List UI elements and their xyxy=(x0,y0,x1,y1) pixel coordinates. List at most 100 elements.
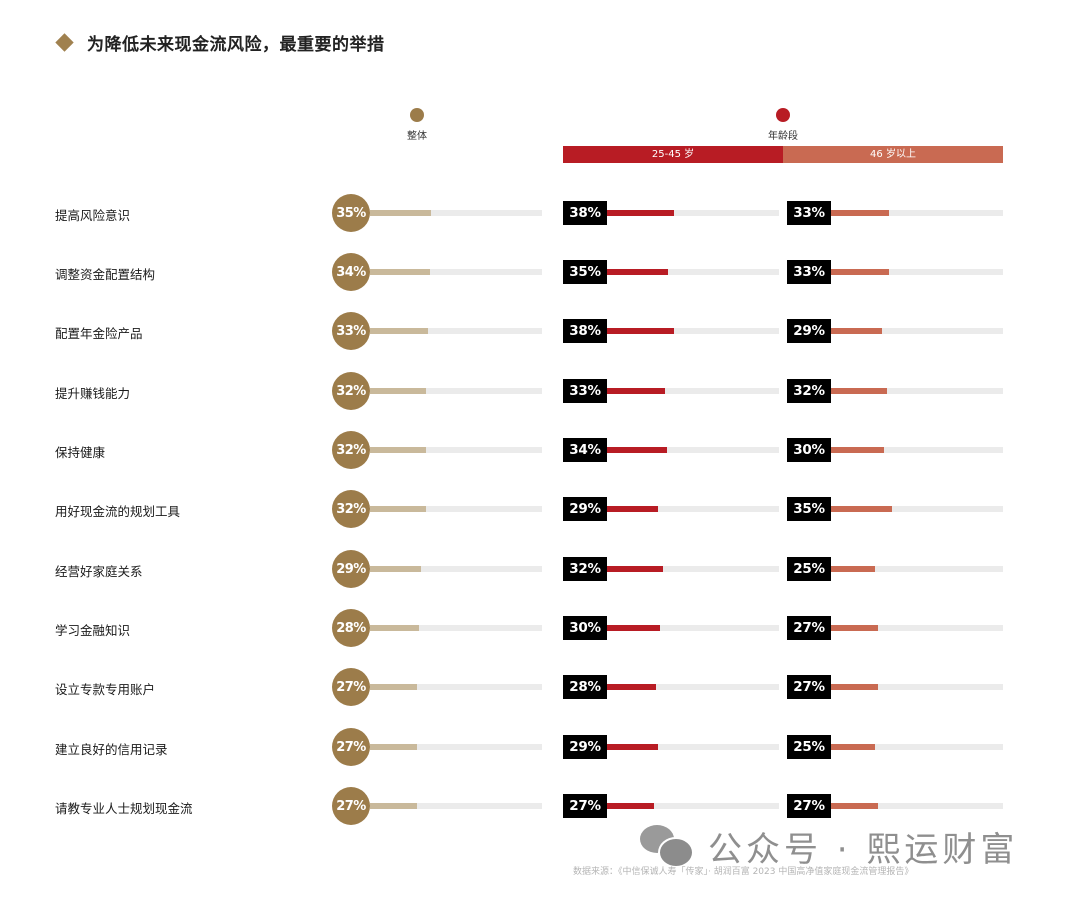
age-46-plus-bar xyxy=(831,684,879,690)
overall-value-badge: 34% xyxy=(332,253,370,291)
age-46-plus-track xyxy=(831,803,1003,809)
overall-value-badge: 35% xyxy=(332,194,370,232)
age-25-45-value-badge: 38% xyxy=(563,319,607,343)
age-25-45-bar xyxy=(607,744,658,750)
age-46-plus-track xyxy=(831,625,1003,631)
overall-track xyxy=(370,803,542,809)
overall-bar xyxy=(370,566,421,572)
overall-value-badge: 27% xyxy=(332,668,370,706)
age-25-45-bar xyxy=(607,803,655,809)
row-label: 配置年金险产品 xyxy=(55,326,143,341)
age-25-45-value-badge: 34% xyxy=(563,438,607,462)
data-source-note: 数据来源：《中信保诚人寿「传家」· 胡润百富 2023 中国高净值家庭现金流管理… xyxy=(573,867,914,877)
overall-bar xyxy=(370,506,426,512)
overall-value-badge: 27% xyxy=(332,728,370,766)
age-46-plus-value-badge: 33% xyxy=(787,201,831,225)
age-46-plus-value-badge: 29% xyxy=(787,319,831,343)
age-25-45-track xyxy=(607,566,779,572)
age-46-plus-bar xyxy=(831,803,879,809)
age-46-plus-track xyxy=(831,210,1003,216)
age-46-plus-bar xyxy=(831,388,887,394)
age-46-plus-bar xyxy=(831,566,875,572)
overall-bar xyxy=(370,210,432,216)
age-25-45-bar xyxy=(607,447,667,453)
overall-value-badge: 32% xyxy=(332,490,370,528)
overall-track xyxy=(370,684,542,690)
chart-row: 用好现金流的规划工具 32% 29% 35% xyxy=(0,489,1080,529)
age-46-plus-value-badge: 27% xyxy=(787,675,831,699)
chart-row: 提升赚钱能力 32% 33% 32% xyxy=(0,371,1080,411)
age-25-45-value-badge: 27% xyxy=(563,794,607,818)
legend-overall-dot-icon xyxy=(410,108,424,122)
chart-row: 保持健康 32% 34% 30% xyxy=(0,430,1080,470)
overall-value-badge: 33% xyxy=(332,312,370,350)
overall-bar xyxy=(370,625,419,631)
age-25-45-value-badge: 35% xyxy=(563,260,607,284)
age-25-45-bar xyxy=(607,625,660,631)
overall-value-badge: 32% xyxy=(332,372,370,410)
overall-bar xyxy=(370,388,426,394)
age-46-plus-bar xyxy=(831,328,882,334)
age-46-plus-bar xyxy=(831,506,893,512)
overall-value-badge: 27% xyxy=(332,787,370,825)
age-25-45-value-badge: 38% xyxy=(563,201,607,225)
legend-age-dot-icon xyxy=(776,108,790,122)
age-46-plus-value-badge: 35% xyxy=(787,497,831,521)
age-46-plus-track xyxy=(831,388,1003,394)
age-25-45-value-badge: 28% xyxy=(563,675,607,699)
age-25-45-value-badge: 30% xyxy=(563,616,607,640)
age-46-plus-track xyxy=(831,506,1003,512)
legend-overall-label: 整体 xyxy=(407,131,427,142)
overall-bar xyxy=(370,684,418,690)
age-46-plus-value-badge: 27% xyxy=(787,616,831,640)
age-46-plus-value-badge: 25% xyxy=(787,557,831,581)
age-46-plus-bar xyxy=(831,210,889,216)
age-46-plus-track xyxy=(831,269,1003,275)
overall-bar xyxy=(370,803,418,809)
chart-row: 经营好家庭关系 29% 32% 25% xyxy=(0,549,1080,589)
age-46-plus-value-badge: 30% xyxy=(787,438,831,462)
age-46-plus-bar xyxy=(831,269,889,275)
overall-track xyxy=(370,447,542,453)
age-25-45-bar xyxy=(607,269,669,275)
overall-track xyxy=(370,269,542,275)
age-46-plus-bar xyxy=(831,447,884,453)
diamond-bullet-icon xyxy=(55,33,74,52)
age-25-45-value-badge: 33% xyxy=(563,379,607,403)
age-25-45-value-badge: 32% xyxy=(563,557,607,581)
legend-age-label: 年龄段 xyxy=(768,131,798,142)
chart-row: 配置年金险产品 33% 38% 29% xyxy=(0,311,1080,351)
row-label: 调整资金配置结构 xyxy=(55,267,156,282)
age-group-25-45: 25-45 岁 xyxy=(563,146,783,163)
overall-track xyxy=(370,566,542,572)
overall-bar xyxy=(370,328,428,334)
overall-value-badge: 29% xyxy=(332,550,370,588)
overall-track xyxy=(370,744,542,750)
age-25-45-bar xyxy=(607,566,663,572)
age-25-45-track xyxy=(607,269,779,275)
overall-bar xyxy=(370,744,418,750)
age-25-45-bar xyxy=(607,506,658,512)
age-25-45-track xyxy=(607,328,779,334)
chart-row: 提高风险意识 35% 38% 33% xyxy=(0,193,1080,233)
overall-bar xyxy=(370,447,426,453)
age-46-plus-value-badge: 33% xyxy=(787,260,831,284)
age-group-46-plus: 46 岁以上 xyxy=(783,146,1003,163)
age-46-plus-track xyxy=(831,684,1003,690)
age-25-45-track xyxy=(607,744,779,750)
age-25-45-bar xyxy=(607,684,656,690)
row-label: 用好现金流的规划工具 xyxy=(55,504,181,519)
overall-value-badge: 32% xyxy=(332,431,370,469)
age-46-plus-track xyxy=(831,447,1003,453)
overall-track xyxy=(370,210,542,216)
age-25-45-bar xyxy=(607,388,665,394)
age-46-plus-track xyxy=(831,566,1003,572)
chart-row: 请教专业人士规划现金流 27% 27% 27% xyxy=(0,786,1080,826)
age-25-45-bar xyxy=(607,328,674,334)
age-25-45-track xyxy=(607,447,779,453)
age-46-plus-bar xyxy=(831,744,875,750)
age-25-45-track xyxy=(607,625,779,631)
watermark: 公众号 · 熙运财富 xyxy=(640,822,1018,871)
row-label: 设立专款专用账户 xyxy=(55,682,156,697)
age-25-45-track xyxy=(607,684,779,690)
